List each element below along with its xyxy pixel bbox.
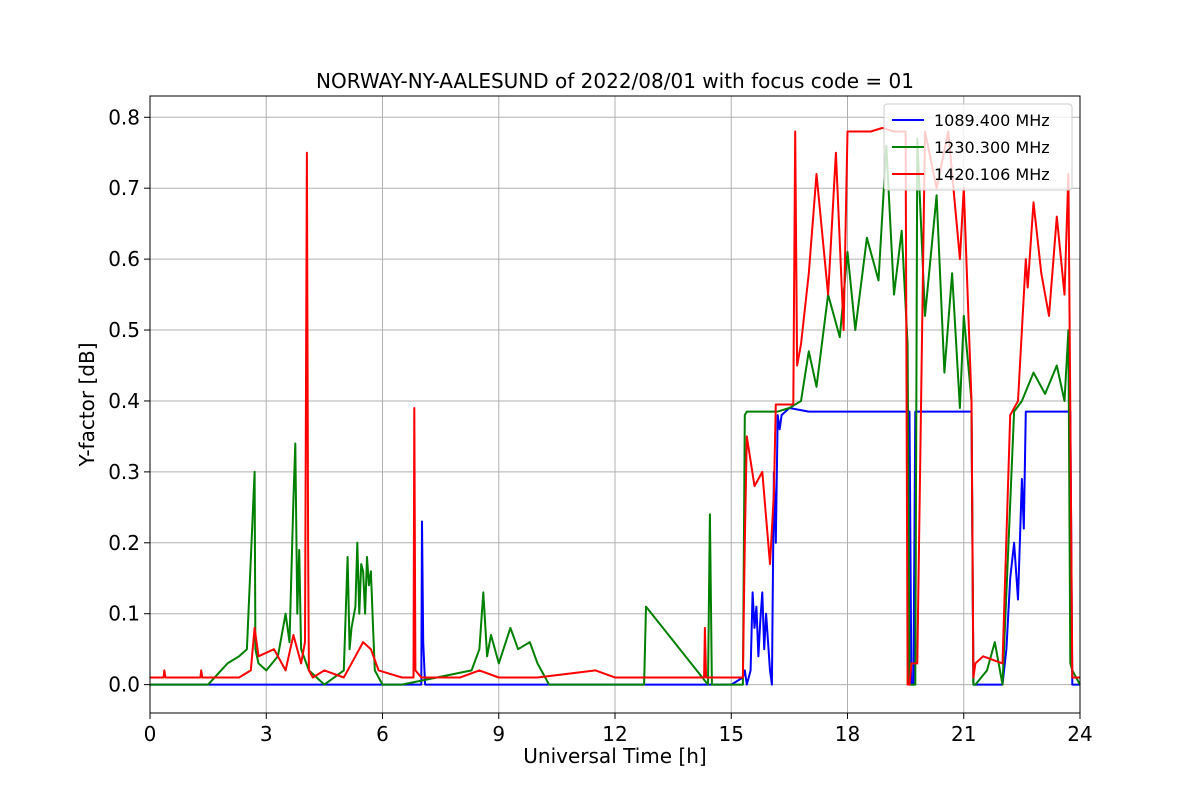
- series-line-3: [150, 126, 1080, 686]
- axis-ticks: 0 3 6 9 12 15 18 21 24 0.0 0.1 0.2 0.3 0.4 0.5 0.6 0.7 0.…: [108, 105, 1093, 746]
- x-tick-label: 12: [602, 722, 627, 746]
- x-tick-label: 9: [492, 722, 505, 746]
- y-tick-label: 0.7: [108, 176, 140, 200]
- x-tick-label: 6: [376, 722, 389, 746]
- x-tick-label: 15: [719, 722, 744, 746]
- series-line-1: [150, 407, 1080, 686]
- legend-label-2: 1230.300 MHz: [934, 138, 1050, 157]
- x-axis-label: Universal Time [h]: [523, 744, 706, 768]
- x-tick-label: 24: [1067, 722, 1092, 746]
- y-tick-label: 0.0: [108, 673, 140, 697]
- legend: 1089.400 MHz 1230.300 MHz 1420.106 MHz: [883, 103, 1073, 191]
- y-tick-label: 0.4: [108, 389, 140, 413]
- y-axis-label: Y-factor [dB]: [75, 342, 99, 467]
- y-tick-label: 0.5: [108, 318, 140, 342]
- legend-box: [883, 103, 1073, 191]
- x-tick-label: 18: [835, 722, 860, 746]
- series-lines: [150, 126, 1081, 686]
- y-tick-label: 0.2: [108, 531, 140, 555]
- legend-label-3: 1420.106 MHz: [934, 165, 1050, 184]
- x-tick-label: 0: [144, 722, 157, 746]
- chart-title: NORWAY-NY-AALESUND of 2022/08/01 with fo…: [316, 69, 914, 93]
- x-tick-label: 21: [951, 722, 976, 746]
- series-line-2: [150, 137, 1081, 686]
- y-tick-label: 0.3: [108, 460, 140, 484]
- legend-label-1: 1089.400 MHz: [934, 111, 1050, 130]
- x-tick-label: 3: [260, 722, 273, 746]
- y-tick-label: 0.8: [108, 105, 140, 129]
- y-tick-label: 0.6: [108, 247, 140, 271]
- y-tick-label: 0.1: [108, 602, 140, 626]
